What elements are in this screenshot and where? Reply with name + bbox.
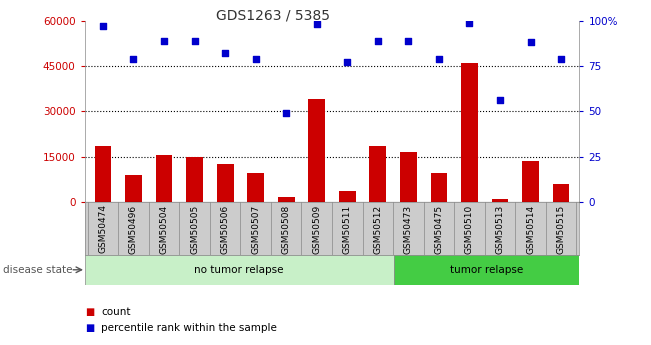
- Text: GSM50515: GSM50515: [557, 205, 566, 254]
- Text: GSM50513: GSM50513: [495, 205, 505, 254]
- Text: no tumor relapse: no tumor relapse: [195, 265, 284, 275]
- Bar: [492, 199, 508, 202]
- Bar: [553, 184, 570, 202]
- Text: GSM50507: GSM50507: [251, 205, 260, 254]
- Point: [342, 60, 352, 65]
- Text: count: count: [101, 307, 130, 317]
- Text: percentile rank within the sample: percentile rank within the sample: [101, 324, 277, 333]
- Text: GSM50514: GSM50514: [526, 205, 535, 254]
- Point: [281, 110, 292, 116]
- Bar: [394, 255, 579, 285]
- Bar: [430, 173, 447, 202]
- Text: GSM50508: GSM50508: [282, 205, 291, 254]
- Bar: [186, 157, 203, 202]
- Point: [159, 38, 169, 43]
- Bar: [522, 161, 539, 202]
- Bar: [94, 146, 111, 202]
- Text: GSM50473: GSM50473: [404, 205, 413, 254]
- Text: GSM50512: GSM50512: [373, 205, 382, 254]
- Text: GSM50511: GSM50511: [343, 205, 352, 254]
- Point: [98, 23, 108, 29]
- Point: [556, 56, 566, 61]
- Bar: [247, 173, 264, 202]
- Text: GSM50474: GSM50474: [98, 205, 107, 254]
- Bar: [156, 155, 173, 202]
- Bar: [85, 255, 394, 285]
- Point: [312, 22, 322, 27]
- Text: GSM50505: GSM50505: [190, 205, 199, 254]
- Text: GSM50510: GSM50510: [465, 205, 474, 254]
- Text: disease state: disease state: [3, 265, 73, 275]
- Point: [525, 40, 536, 45]
- Bar: [339, 191, 355, 202]
- Point: [251, 56, 261, 61]
- Point: [372, 38, 383, 43]
- Text: GSM50496: GSM50496: [129, 205, 138, 254]
- Text: GDS1263 / 5385: GDS1263 / 5385: [216, 9, 331, 23]
- Point: [220, 50, 230, 56]
- Bar: [369, 146, 386, 202]
- Point: [495, 98, 505, 103]
- Text: GSM50475: GSM50475: [434, 205, 443, 254]
- Text: GSM50506: GSM50506: [221, 205, 230, 254]
- Point: [403, 38, 413, 43]
- Point: [128, 56, 139, 61]
- Bar: [461, 63, 478, 202]
- Text: tumor relapse: tumor relapse: [450, 265, 523, 275]
- Bar: [217, 164, 234, 202]
- Point: [434, 56, 444, 61]
- Point: [464, 20, 475, 25]
- Text: ■: ■: [85, 324, 94, 333]
- Text: GSM50504: GSM50504: [159, 205, 169, 254]
- Bar: [278, 197, 295, 202]
- Text: GSM50509: GSM50509: [312, 205, 321, 254]
- Text: ■: ■: [85, 307, 94, 317]
- Point: [189, 38, 200, 43]
- Bar: [309, 99, 325, 202]
- Bar: [400, 152, 417, 202]
- Bar: [125, 175, 142, 202]
